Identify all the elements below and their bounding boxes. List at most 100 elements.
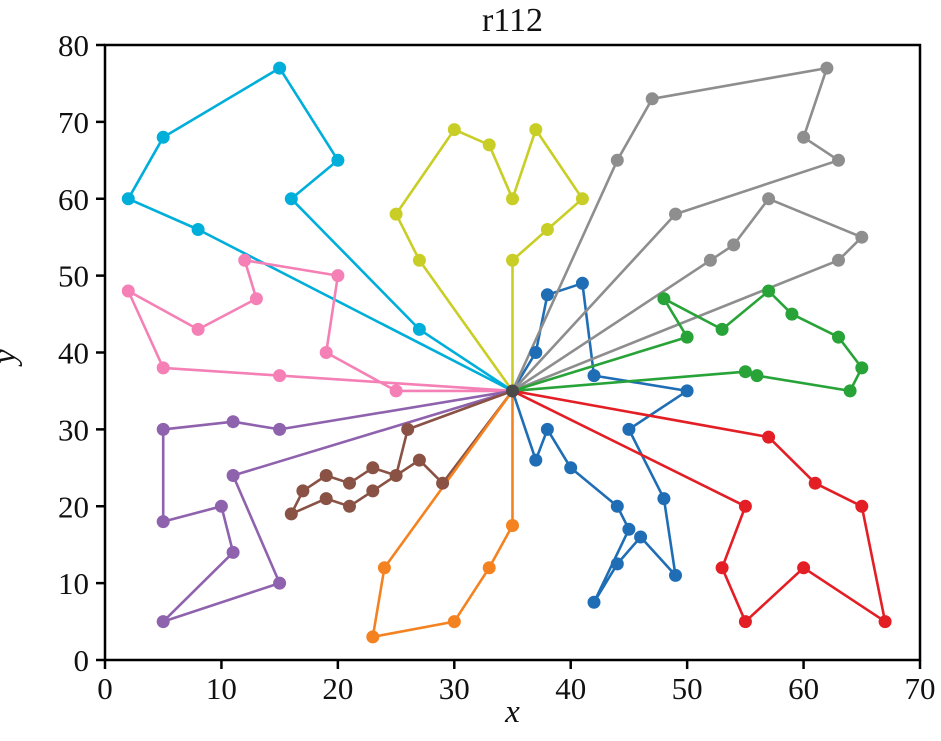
- route-point-route-blue: [669, 568, 682, 582]
- route-point-route-brown: [389, 469, 403, 482]
- y-axis-label: y: [0, 349, 24, 364]
- route-point-route-red: [762, 430, 776, 444]
- route-point-route-red: [715, 561, 729, 575]
- route-point-route-brown: [319, 492, 333, 506]
- route-point-route-blue: [575, 276, 589, 290]
- route-point-route-brown: [412, 453, 426, 467]
- y-tick-label: 60: [58, 182, 89, 217]
- x-axis-label: x: [505, 694, 520, 730]
- x-tick-label: 50: [672, 671, 703, 706]
- route-point-route-brown: [343, 499, 356, 513]
- route-point-route-red: [878, 615, 892, 629]
- route-point-route-purple: [156, 422, 170, 436]
- route-point-route-purple: [226, 469, 240, 482]
- route-point-route-purple: [214, 499, 228, 513]
- y-tick-label: 10: [58, 566, 89, 601]
- route-point-route-gray-1: [820, 61, 834, 75]
- route-point-route-green: [762, 284, 776, 298]
- route-point-route-blue: [634, 530, 648, 544]
- route-point-route-gray-1: [610, 153, 624, 167]
- route-point-route-yellow: [529, 123, 543, 137]
- route-point-route-yellow: [389, 207, 403, 221]
- route-point-route-green: [855, 361, 869, 375]
- x-tick-label: 70: [905, 671, 936, 706]
- route-point-route-brown: [436, 476, 450, 490]
- route-point-route-pink: [156, 361, 170, 375]
- route-point-route-pink: [319, 346, 333, 359]
- route-point-route-purple: [156, 615, 170, 629]
- route-point-route-cyan: [284, 192, 298, 206]
- route-point-route-cyan: [156, 130, 170, 144]
- route-point-route-blue: [540, 422, 554, 436]
- route-point-route-cyan: [331, 153, 345, 167]
- route-line-route-pink: [127, 258, 514, 393]
- route-point-route-gray-1: [832, 153, 845, 167]
- route-point-route-brown: [296, 484, 310, 498]
- y-tick-label: 30: [58, 412, 89, 447]
- route-point-route-blue: [622, 522, 636, 536]
- route-point-route-orange: [447, 615, 461, 629]
- route-point-route-red: [808, 476, 822, 490]
- route-point-route-blue: [587, 369, 601, 383]
- route-point-route-blue: [680, 384, 694, 398]
- route-point-route-gray-2: [832, 253, 845, 267]
- x-tick-label: 40: [555, 671, 586, 706]
- route-point-route-cyan: [191, 223, 205, 236]
- route-point-route-pink: [121, 284, 135, 298]
- y-tick-label: 70: [58, 105, 89, 140]
- route-point-route-yellow: [506, 192, 519, 206]
- route-point-route-purple: [273, 422, 287, 436]
- route-point-route-gray-1: [797, 130, 811, 144]
- route-point-route-green: [832, 330, 845, 344]
- route-point-route-cyan: [273, 61, 287, 75]
- y-tick-label: 50: [58, 259, 89, 294]
- route-point-route-purple: [226, 415, 240, 429]
- route-point-route-gray-2: [855, 230, 869, 244]
- route-point-route-pink: [238, 253, 252, 267]
- x-tick-label: 30: [439, 671, 470, 706]
- route-point-route-red: [797, 561, 811, 575]
- route-point-route-blue: [529, 346, 543, 359]
- route-point-route-purple: [156, 515, 170, 529]
- route-point-route-yellow: [575, 192, 589, 206]
- route-point-route-red: [738, 615, 752, 629]
- route-point-route-green: [680, 330, 694, 344]
- route-point-route-yellow: [506, 253, 519, 267]
- route-point-route-yellow: [447, 123, 461, 137]
- route-line-route-red: [511, 389, 887, 623]
- x-tick-label: 10: [206, 671, 237, 706]
- x-tick-label: 0: [97, 671, 113, 706]
- route-point-route-gray-1: [645, 92, 659, 106]
- route-point-route-blue: [540, 288, 554, 302]
- route-point-route-green: [715, 322, 729, 336]
- route-point-route-purple: [226, 545, 240, 559]
- route-point-route-blue: [564, 461, 578, 475]
- route-point-route-yellow: [412, 253, 426, 267]
- route-point-route-blue: [610, 499, 624, 513]
- route-point-route-orange: [366, 630, 380, 644]
- x-tick-label: 60: [788, 671, 819, 706]
- route-line-route-cyan: [127, 66, 514, 393]
- route-point-route-brown: [366, 461, 380, 475]
- x-tick-label: 20: [322, 671, 353, 706]
- route-point-route-pink: [331, 269, 345, 283]
- route-line-route-gray-1: [511, 66, 840, 393]
- route-point-route-blue: [610, 557, 624, 571]
- route-point-route-yellow: [540, 223, 554, 236]
- route-point-route-yellow: [482, 138, 496, 152]
- route-point-route-gray-1: [669, 207, 682, 221]
- route-point-route-brown: [401, 422, 415, 436]
- depot-point: [506, 384, 519, 398]
- route-point-route-red: [855, 499, 869, 513]
- route-point-route-red: [738, 499, 752, 513]
- route-point-route-pink: [273, 369, 287, 383]
- route-point-route-blue: [622, 422, 636, 436]
- route-point-route-green: [738, 365, 752, 379]
- route-point-route-purple: [273, 576, 287, 590]
- route-point-route-cyan: [412, 322, 426, 336]
- route-point-route-orange: [377, 561, 391, 575]
- route-point-route-pink: [389, 384, 403, 398]
- route-point-route-brown: [284, 507, 298, 521]
